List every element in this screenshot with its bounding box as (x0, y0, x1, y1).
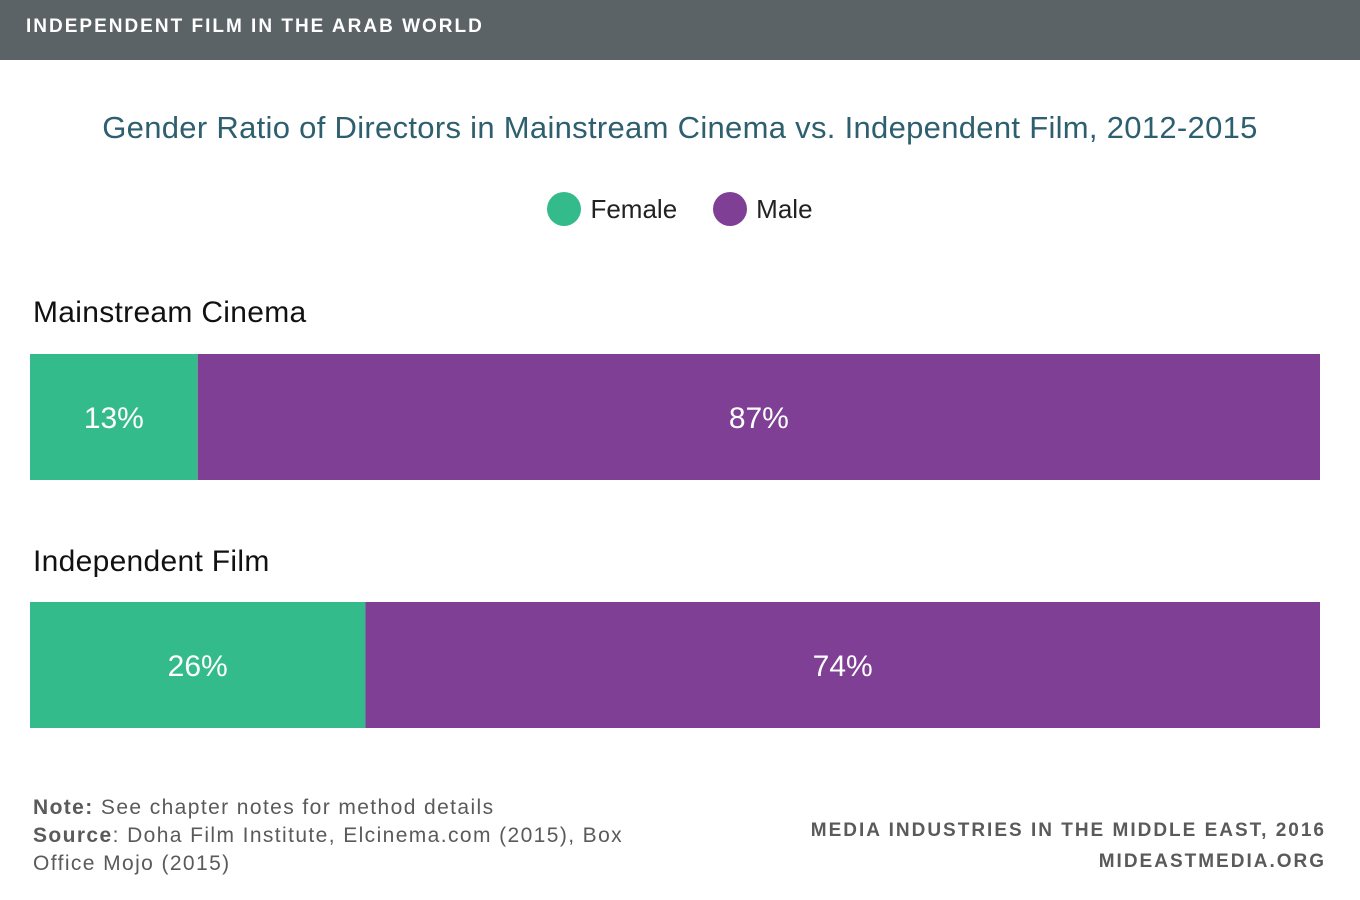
bar-independent-film: 26% 74% (30, 602, 1320, 728)
header-banner: INDEPENDENT FILM IN THE ARAB WORLD (0, 0, 1360, 60)
bar-segment-male-1 (365, 602, 1320, 728)
legend-item-male: Male (713, 192, 813, 226)
publication-credit: MEDIA INDUSTRIES IN THE MIDDLE EAST, 201… (810, 820, 1326, 841)
footer-notes: Note: See chapter notes for method detai… (33, 794, 633, 878)
legend-item-female: Female (547, 192, 677, 226)
bar-segment-female-0 (30, 354, 198, 480)
bar-svg-independent: 26% 74% (30, 602, 1320, 728)
bar-segment-male-0 (197, 354, 1320, 480)
legend-label-female: Female (590, 193, 678, 224)
note-line: Note: See chapter notes for method detai… (33, 794, 633, 822)
legend-swatch-male (713, 192, 748, 226)
source-line: Source: Doha Film Institute, Elcinema.co… (33, 822, 633, 878)
category-label-mainstream: Mainstream Cinema (33, 296, 307, 329)
bar-segment-female-1 (30, 602, 366, 728)
source-label: Source (33, 824, 113, 847)
banner-title: INDEPENDENT FILM IN THE ARAB WORLD (26, 16, 484, 37)
chart-title: Gender Ratio of Directors in Mainstream … (102, 110, 1258, 145)
chart-legend: Female Male (0, 192, 1360, 226)
note-text: See chapter notes for method details (93, 796, 495, 819)
data-label-female-1: 26% (168, 650, 228, 683)
data-label-female-0: 13% (84, 402, 144, 435)
data-label-male-0: 87% (729, 402, 789, 435)
category-label-independent: Independent Film (33, 545, 270, 578)
footer-credits: MEDIA INDUSTRIES IN THE MIDDLE EAST, 201… (811, 815, 1326, 877)
source-text: : Doha Film Institute, Elcinema.com (201… (33, 824, 624, 875)
note-label: Note: (33, 796, 94, 819)
data-label-male-1: 74% (813, 650, 873, 683)
legend-label-male: Male (756, 193, 813, 224)
bar-svg-mainstream: 13% 87% (30, 354, 1320, 480)
website-credit: MIDEASTMEDIA.ORG (1098, 851, 1326, 872)
bar-mainstream-cinema: 13% 87% (30, 354, 1320, 480)
legend-swatch-female (547, 192, 582, 226)
